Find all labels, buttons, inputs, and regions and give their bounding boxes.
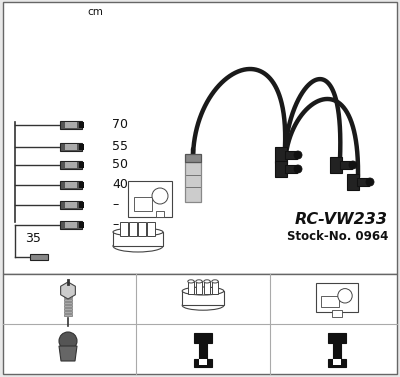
Bar xyxy=(134,197,152,211)
Text: –: – xyxy=(112,219,118,231)
Bar xyxy=(64,299,72,301)
Bar xyxy=(332,310,342,317)
Text: Stock-No. 0964: Stock-No. 0964 xyxy=(287,230,388,244)
Circle shape xyxy=(338,289,352,303)
Bar xyxy=(64,308,72,310)
Bar xyxy=(65,162,77,168)
Text: cm: cm xyxy=(87,7,103,17)
Bar xyxy=(194,333,212,343)
Bar xyxy=(64,296,72,298)
Ellipse shape xyxy=(188,280,194,283)
Bar xyxy=(60,143,82,151)
Bar xyxy=(185,162,201,202)
Bar xyxy=(65,144,77,150)
Bar xyxy=(316,283,358,312)
Bar xyxy=(113,232,163,246)
Circle shape xyxy=(152,188,168,204)
Bar xyxy=(321,296,338,307)
Ellipse shape xyxy=(212,280,218,283)
Bar xyxy=(199,359,207,365)
Bar xyxy=(285,165,297,173)
Circle shape xyxy=(366,178,374,186)
Bar xyxy=(328,333,346,343)
Bar xyxy=(60,181,82,189)
Ellipse shape xyxy=(182,287,224,295)
Bar xyxy=(147,222,155,236)
Bar xyxy=(79,182,84,188)
Bar xyxy=(347,174,359,190)
Bar xyxy=(328,359,346,367)
Text: 50: 50 xyxy=(112,158,128,172)
Bar xyxy=(120,222,128,236)
Text: 70: 70 xyxy=(112,118,128,132)
Ellipse shape xyxy=(196,280,202,283)
Circle shape xyxy=(294,165,302,173)
Circle shape xyxy=(349,161,357,169)
Bar xyxy=(65,202,77,208)
Bar xyxy=(204,281,210,294)
Bar xyxy=(194,359,212,367)
Bar xyxy=(275,147,287,163)
Bar xyxy=(60,161,82,169)
Bar xyxy=(65,182,77,188)
Bar xyxy=(199,341,207,359)
Bar xyxy=(128,181,172,217)
Bar xyxy=(3,274,397,374)
Bar xyxy=(79,162,84,168)
Bar xyxy=(138,222,146,236)
Bar xyxy=(64,305,72,307)
Text: 35: 35 xyxy=(25,233,41,245)
Bar xyxy=(65,122,77,128)
Bar xyxy=(212,281,218,294)
Bar xyxy=(188,281,194,294)
Bar xyxy=(333,359,341,365)
Bar xyxy=(60,201,82,209)
Bar xyxy=(357,178,369,186)
Bar xyxy=(330,157,342,173)
Text: 40: 40 xyxy=(112,178,128,192)
Bar xyxy=(156,211,164,217)
Ellipse shape xyxy=(113,240,163,252)
Bar xyxy=(185,154,201,162)
Bar xyxy=(340,161,352,169)
Bar xyxy=(60,121,82,129)
Bar xyxy=(64,302,72,304)
Ellipse shape xyxy=(204,280,210,283)
Bar xyxy=(79,202,84,208)
Text: RC-VW233: RC-VW233 xyxy=(295,211,388,227)
Bar xyxy=(196,281,202,294)
Bar xyxy=(129,222,137,236)
Bar xyxy=(79,144,84,150)
Polygon shape xyxy=(61,282,75,299)
Bar xyxy=(60,221,82,229)
Bar xyxy=(30,254,48,260)
Bar xyxy=(79,122,84,128)
Circle shape xyxy=(294,151,302,159)
Ellipse shape xyxy=(182,300,224,310)
Bar xyxy=(64,311,72,313)
Bar xyxy=(64,314,72,316)
Polygon shape xyxy=(59,346,77,361)
Bar xyxy=(3,2,397,274)
Ellipse shape xyxy=(113,228,163,236)
Bar xyxy=(333,341,341,359)
Bar xyxy=(275,161,287,177)
Bar xyxy=(65,222,77,228)
Bar xyxy=(182,291,224,305)
Bar xyxy=(79,222,84,228)
Text: 55: 55 xyxy=(112,141,128,153)
Bar xyxy=(285,151,297,159)
Text: –: – xyxy=(112,199,118,211)
Circle shape xyxy=(59,332,77,350)
